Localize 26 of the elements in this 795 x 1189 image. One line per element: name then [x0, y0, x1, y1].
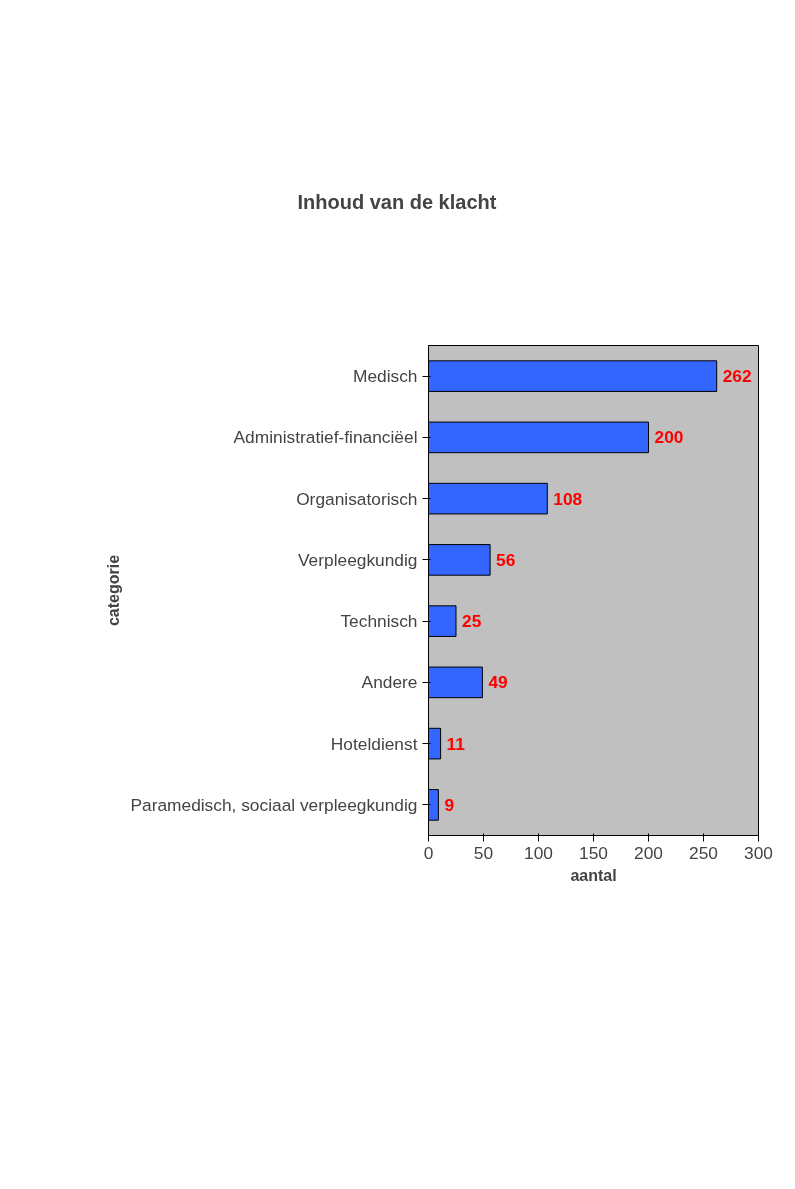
- x-tick-label: 150: [579, 842, 608, 863]
- chart-title: Inhoud van de klacht: [297, 191, 497, 213]
- data-label: 200: [654, 427, 684, 448]
- data-label: 9: [444, 794, 455, 815]
- data-label: 25: [462, 611, 482, 632]
- data-label: 11: [446, 733, 466, 754]
- x-tick-label: 50: [473, 842, 494, 863]
- y-tick-label: Hoteldienst: [330, 733, 418, 754]
- data-label: 56: [496, 549, 516, 570]
- y-tick-label: Andere: [361, 672, 418, 693]
- y-tick-label: Technisch: [340, 611, 418, 632]
- y-tick-label: Organisatorisch: [296, 488, 418, 509]
- x-tick-label: 100: [524, 842, 553, 863]
- data-label: 262: [722, 366, 752, 387]
- x-axis-title: aantal: [570, 866, 617, 884]
- x-tick-label: 300: [744, 842, 773, 863]
- x-tick-label: 0: [423, 842, 434, 863]
- data-label: 49: [488, 672, 508, 693]
- y-tick-label: Administratief-financiëel: [233, 427, 418, 448]
- x-tick-label: 200: [634, 842, 663, 863]
- y-tick-label: Paramedisch, sociaal verpleegkundig: [130, 794, 418, 815]
- y-tick-label: Medisch: [352, 366, 418, 387]
- y-tick-label: Verpleegkundig: [298, 549, 418, 570]
- x-tick-label: 250: [689, 842, 718, 863]
- y-axis-title: categorie: [105, 554, 123, 627]
- data-label: 108: [553, 488, 583, 509]
